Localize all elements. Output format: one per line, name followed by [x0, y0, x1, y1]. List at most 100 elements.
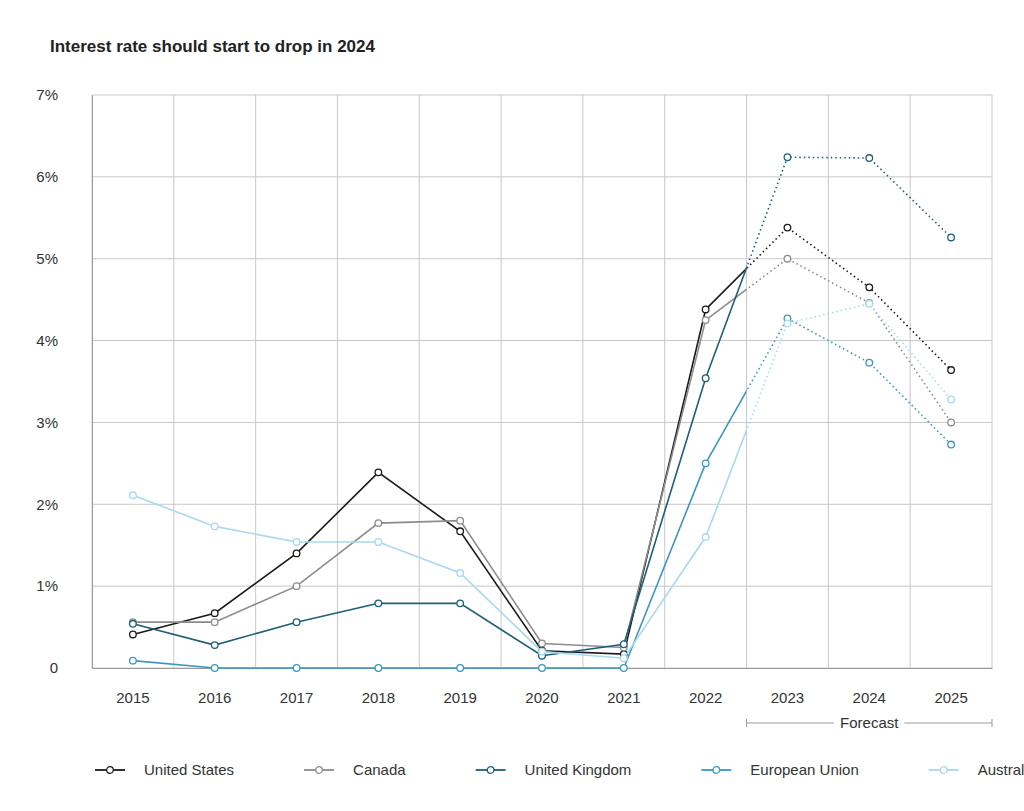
grid-line-x	[419, 95, 420, 668]
x-tick-label: 2024	[853, 689, 886, 706]
x-tick-label: 2021	[607, 689, 640, 706]
x-tick: 2020	[525, 668, 558, 706]
marker	[211, 523, 218, 530]
y-axis-line	[92, 96, 93, 669]
series	[130, 315, 955, 671]
bracket-end	[746, 719, 747, 727]
grid-line-x	[92, 95, 93, 668]
forecast-annotation: Forecast	[747, 714, 992, 731]
bracket-end	[992, 719, 993, 727]
marker	[130, 620, 137, 627]
marker	[293, 583, 300, 590]
x-tick: 2018	[362, 668, 395, 706]
y-tick-label: 1%	[36, 577, 58, 594]
grid-line-x	[173, 95, 174, 668]
legend: United States Canada United Kingdom Europea…	[95, 761, 1024, 778]
marker	[539, 665, 546, 672]
marker	[457, 517, 464, 524]
y-tick-label: 2%	[36, 496, 58, 513]
grid-line-y	[92, 95, 992, 96]
series	[130, 154, 955, 659]
marker	[130, 657, 137, 664]
marker	[375, 520, 382, 527]
grid-line-x	[992, 95, 993, 668]
plot-area	[130, 154, 955, 671]
x-tick-label: 2016	[198, 689, 231, 706]
legend-item: United Kingdom	[476, 761, 632, 778]
marker	[948, 396, 955, 403]
x-axis: 2015201620172018201920202021202220232024…	[93, 668, 993, 706]
grid-line-x	[664, 95, 665, 668]
marker	[866, 300, 873, 307]
marker	[866, 155, 873, 162]
marker	[211, 665, 218, 672]
y-tick: 2%	[36, 496, 92, 513]
x-tick-label: 2018	[362, 689, 395, 706]
title: Interest rate should start to drop in 20…	[50, 37, 376, 56]
grid-line-y	[92, 176, 992, 177]
legend-item: Canada	[304, 761, 406, 778]
marker	[784, 255, 791, 262]
marker	[948, 234, 955, 241]
y-tick-label: 3%	[36, 414, 58, 431]
marker	[375, 539, 382, 546]
x-tick-label: 2017	[280, 689, 313, 706]
chart: Interest rate should start to drop in 20…	[0, 0, 1024, 811]
line	[133, 323, 747, 658]
bracket	[904, 723, 992, 724]
annotation: Forecast	[840, 714, 899, 731]
marker	[621, 641, 628, 648]
x-tick-label: 2023	[771, 689, 804, 706]
legend-label: United Kingdom	[525, 761, 632, 778]
grid-line-y	[92, 504, 992, 505]
x-tick-label: 2019	[443, 689, 476, 706]
series	[130, 255, 955, 650]
marker	[866, 300, 873, 307]
legend-item: United States	[95, 761, 234, 778]
line	[133, 157, 747, 656]
x-tick: 2021	[607, 668, 640, 706]
marker	[621, 665, 628, 672]
grid-line-y	[92, 258, 992, 259]
legend-marker	[107, 767, 114, 774]
y-axis: 01%2%3%4%5%6%7%	[36, 86, 92, 676]
forecast-line	[747, 318, 952, 463]
marker	[784, 224, 791, 231]
y-tick-label: 4%	[36, 332, 58, 349]
marker	[702, 306, 709, 313]
forecast-line	[747, 157, 952, 378]
marker	[948, 419, 955, 426]
legend-marker	[940, 767, 947, 774]
y-tick-label: 0	[50, 659, 58, 676]
x-tick-label: 2022	[689, 689, 722, 706]
marker	[375, 469, 382, 476]
bracket	[747, 723, 835, 724]
marker	[293, 619, 300, 626]
marker	[457, 570, 464, 577]
legend-marker	[713, 767, 720, 774]
legend-marker	[487, 767, 494, 774]
marker	[702, 534, 709, 541]
series	[130, 224, 955, 657]
grid	[92, 95, 992, 668]
legend-item: Australia	[929, 761, 1024, 778]
marker	[539, 640, 546, 647]
marker	[130, 631, 137, 638]
legend-marker	[316, 767, 323, 774]
marker	[211, 642, 218, 649]
marker	[293, 665, 300, 672]
x-tick: 2017	[280, 668, 313, 706]
marker	[702, 460, 709, 467]
y-tick: 6%	[36, 168, 92, 185]
grid-line-x	[746, 95, 747, 668]
grid-line-x	[337, 95, 338, 668]
forecast-line	[747, 228, 952, 370]
marker	[948, 441, 955, 448]
grid-line-x	[910, 95, 911, 668]
x-tick: 2016	[198, 668, 231, 706]
y-tick: 7%	[36, 86, 92, 103]
legend-label: European Union	[750, 761, 858, 778]
marker	[457, 600, 464, 607]
marker	[375, 600, 382, 607]
line	[133, 318, 747, 668]
